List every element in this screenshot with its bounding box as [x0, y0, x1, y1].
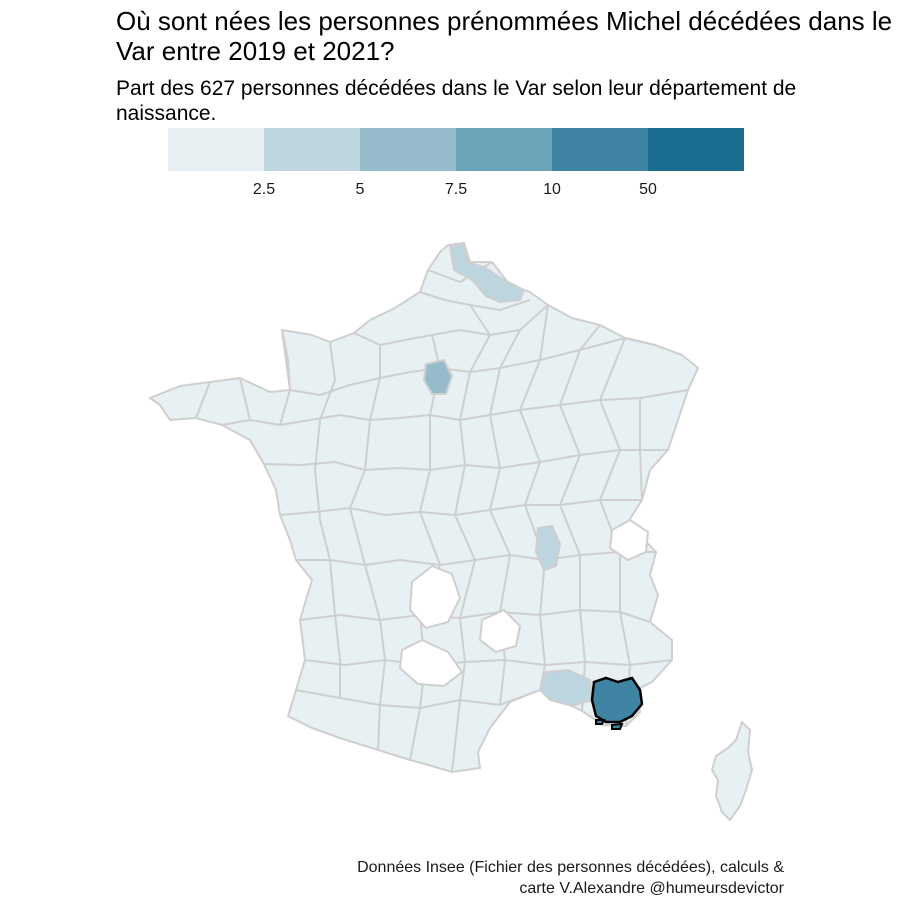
legend-swatch-1 [264, 128, 360, 171]
legend-swatch-5 [648, 128, 744, 171]
dept-empty-aveyron [398, 638, 464, 688]
legend-tick: 5 [355, 181, 365, 198]
var-island [595, 719, 606, 725]
mainland-france [149, 242, 699, 773]
legend-tick: 2.5 [252, 181, 276, 198]
source-caption: Données Insee (Fichier des personnes déc… [224, 857, 784, 899]
legend-tick: 50 [639, 181, 657, 198]
legend-tick: 10 [543, 181, 561, 198]
legend-swatch-4 [552, 128, 648, 171]
map-title: Où sont nées les personnes prénommées Mi… [116, 6, 893, 66]
legend-swatch-2 [360, 128, 456, 171]
legend-swatch-3 [456, 128, 552, 171]
legend-tick-labels: 2.5 5 7.5 10 50 [0, 181, 900, 203]
map-subtitle: Part des 627 personnes décédées dans le … [116, 77, 797, 125]
dept-empty-lozere [478, 608, 522, 654]
dept-paris [422, 358, 454, 395]
legend-tick: 7.5 [444, 181, 468, 198]
dept-empty-savoie [608, 518, 650, 562]
dept-bouches-du-rhone [538, 668, 594, 708]
corsica [711, 721, 753, 821]
dept-empty-cantal [408, 564, 462, 630]
var-island [611, 722, 624, 730]
dept-var-highlight [590, 676, 644, 724]
color-legend [168, 128, 744, 171]
caption-line-1: Données Insee (Fichier des personnes déc… [357, 859, 784, 876]
dept-rhone [534, 524, 562, 572]
caption-line-2: carte V.Alexandre @humeursdevictor [519, 880, 784, 897]
legend-swatch-0 [168, 128, 264, 171]
dept-nord [448, 242, 526, 304]
